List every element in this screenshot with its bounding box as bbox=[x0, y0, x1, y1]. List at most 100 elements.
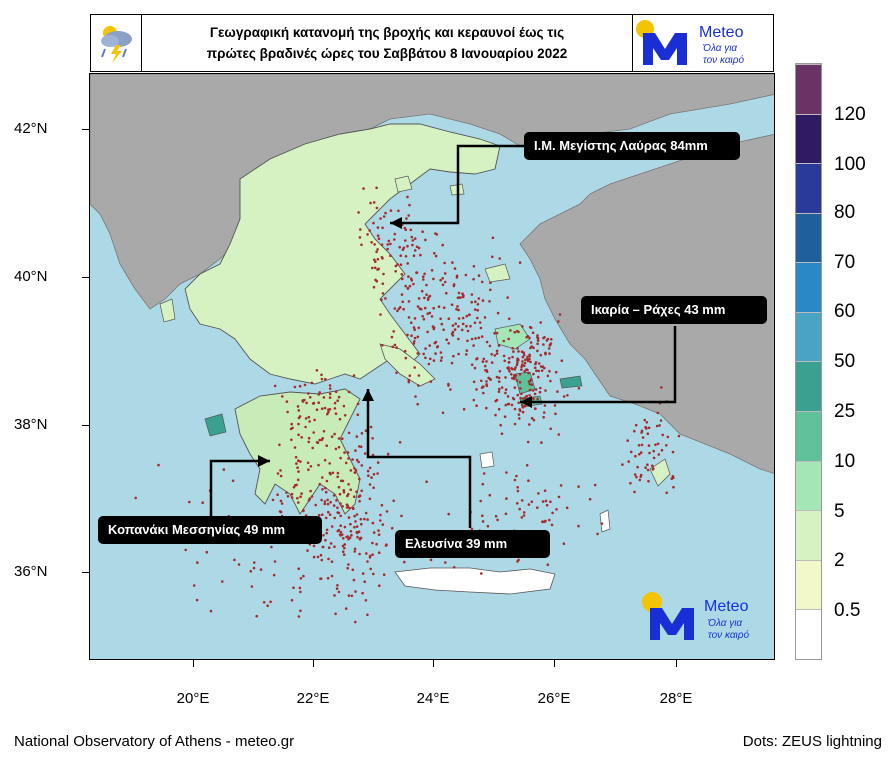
callout-line-elefsina bbox=[366, 389, 472, 528]
lightning-dot bbox=[324, 377, 327, 381]
lightning-dot bbox=[309, 465, 313, 468]
lightning-dot bbox=[412, 254, 416, 257]
lightning-dot bbox=[318, 391, 321, 394]
lightning-dot bbox=[360, 464, 364, 467]
lightning-dot bbox=[511, 367, 514, 371]
callout-kopanaki: Κοπανάκι Μεσσηνίας 49 mm bbox=[98, 516, 322, 544]
lightning-dot bbox=[547, 347, 551, 350]
lightning-dot bbox=[369, 201, 372, 205]
lightning-dot bbox=[450, 303, 454, 306]
lightning-dot bbox=[343, 414, 347, 417]
lightning-dot bbox=[368, 483, 372, 486]
lightning-dot bbox=[472, 265, 476, 268]
lightning-dot bbox=[294, 455, 298, 459]
legend-cell bbox=[796, 113, 821, 164]
lightning-dot bbox=[404, 255, 408, 258]
lightning-dot bbox=[500, 386, 504, 389]
lightning-dot bbox=[354, 620, 357, 624]
lightning-dot bbox=[310, 495, 314, 498]
lightning-dot bbox=[376, 258, 380, 261]
lightning-dot bbox=[593, 483, 597, 487]
legend-cell bbox=[796, 163, 821, 213]
lightning-dot bbox=[425, 480, 428, 484]
lightning-dot bbox=[318, 438, 321, 442]
lightning-dot bbox=[656, 442, 660, 446]
lightning-dot bbox=[520, 365, 523, 369]
lightning-dot bbox=[407, 378, 411, 382]
x-tick-24e: 24°E bbox=[416, 690, 450, 707]
lightning-dot bbox=[410, 334, 413, 338]
lightning-dot bbox=[279, 474, 283, 478]
lightning-dot bbox=[457, 317, 461, 320]
logo-tagline-1: Όλα για bbox=[703, 43, 738, 54]
lightning-dot bbox=[452, 566, 456, 569]
lightning-dot bbox=[651, 464, 654, 468]
lightning-dot bbox=[408, 284, 412, 288]
lightning-dot bbox=[321, 476, 324, 479]
lightning-dot bbox=[315, 369, 319, 372]
lightning-dot bbox=[314, 503, 317, 507]
lightning-dot bbox=[411, 243, 414, 247]
lightning-dot bbox=[560, 359, 564, 363]
lightning-dot bbox=[333, 407, 337, 410]
lightning-dot bbox=[286, 495, 290, 498]
lightning-dot bbox=[449, 388, 452, 391]
lightning-dot bbox=[299, 495, 302, 499]
legend-label-50: 50 bbox=[834, 351, 856, 372]
lightning-dot bbox=[637, 444, 641, 447]
lightning-dot bbox=[548, 352, 551, 355]
lightning-dot bbox=[320, 558, 324, 562]
lightning-dot bbox=[557, 495, 561, 499]
lightning-dot bbox=[512, 375, 516, 379]
lightning-dot bbox=[312, 431, 315, 434]
lightning-dot bbox=[353, 550, 357, 553]
lightning-dot bbox=[495, 349, 499, 353]
legend-label-0-5: 0.5 bbox=[834, 600, 861, 621]
lightning-dot bbox=[497, 344, 501, 347]
lightning-dot bbox=[403, 560, 406, 564]
legend-label-120: 120 bbox=[834, 104, 866, 125]
lightning-dot bbox=[252, 566, 256, 570]
lightning-dot bbox=[355, 435, 359, 438]
lightning-dot bbox=[526, 368, 529, 372]
lightning-dot bbox=[392, 330, 396, 333]
lightning-dot bbox=[306, 461, 310, 465]
lightning-dot bbox=[647, 479, 650, 483]
lightning-dot bbox=[389, 254, 392, 257]
lightning-dot bbox=[369, 425, 373, 429]
lightning-dot bbox=[535, 369, 538, 373]
lightning-dot bbox=[434, 254, 438, 258]
lightning-dot bbox=[270, 545, 273, 549]
lightning-dot bbox=[321, 437, 324, 440]
lightning-dot bbox=[359, 517, 363, 521]
lightning-dot bbox=[406, 286, 410, 290]
lightning-dot bbox=[374, 278, 377, 282]
lightning-dot bbox=[635, 475, 638, 479]
lightning-dot bbox=[556, 390, 559, 393]
lightning-dot bbox=[453, 328, 457, 331]
lightning-dot bbox=[470, 293, 474, 296]
lightning-dot bbox=[672, 485, 675, 489]
lightning-dot bbox=[457, 308, 460, 312]
legend-label-70: 70 bbox=[834, 252, 856, 273]
lightning-dot bbox=[231, 479, 235, 483]
lightning-dot bbox=[309, 489, 312, 493]
lightning-dot bbox=[478, 321, 482, 324]
lightning-dot bbox=[379, 519, 382, 522]
lightning-dot bbox=[648, 451, 651, 455]
lightning-dot bbox=[323, 458, 327, 462]
lightning-dot bbox=[544, 499, 548, 503]
lightning-dot bbox=[358, 236, 362, 239]
lightning-dot bbox=[363, 452, 367, 455]
lightning-dot bbox=[358, 538, 362, 541]
lightning-dot bbox=[528, 382, 531, 386]
lightning-dot bbox=[278, 443, 281, 447]
lightning-dot bbox=[280, 502, 284, 505]
lightning-dot bbox=[380, 298, 383, 302]
lightning-dot bbox=[657, 453, 661, 456]
callout-line-kopanaki bbox=[209, 459, 270, 517]
lightning-dot bbox=[452, 354, 455, 358]
lightning-dot bbox=[295, 483, 298, 487]
lightning-dot bbox=[447, 317, 451, 320]
lightning-dot bbox=[373, 243, 376, 246]
